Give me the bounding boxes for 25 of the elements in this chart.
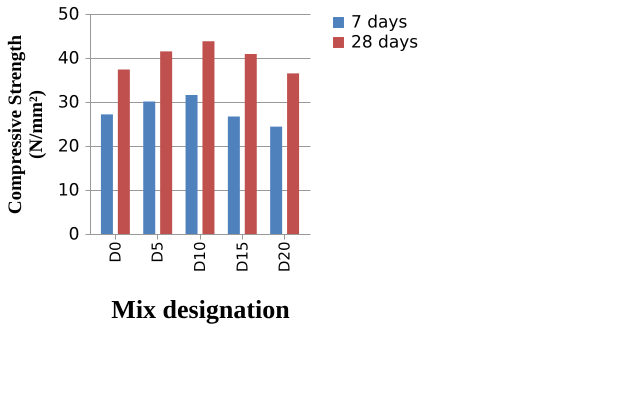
y-tick-label: 50 bbox=[58, 4, 80, 24]
bar bbox=[244, 54, 257, 234]
y-tick-label: 40 bbox=[58, 48, 80, 68]
y-tick-label: 10 bbox=[58, 180, 80, 200]
bar bbox=[228, 116, 240, 234]
y-axis-title: Compressive Strength (N/mm²) bbox=[4, 34, 47, 214]
y-tick-label: 0 bbox=[68, 224, 80, 244]
x-tick-label: D20 bbox=[276, 242, 294, 272]
x-tick-label: D5 bbox=[148, 242, 167, 263]
x-tick-label: D10 bbox=[191, 242, 209, 272]
bar bbox=[118, 69, 130, 234]
bar bbox=[287, 73, 300, 234]
bar bbox=[186, 94, 198, 234]
bar bbox=[202, 41, 214, 234]
legend-label: 28 days bbox=[351, 32, 418, 52]
x-tick-label: D0 bbox=[106, 242, 124, 263]
x-axis-title: Mix designation bbox=[111, 295, 290, 324]
bar bbox=[100, 114, 113, 234]
y-tick-label: 30 bbox=[58, 92, 80, 112]
bar bbox=[270, 126, 282, 234]
bar bbox=[143, 102, 156, 234]
bar bbox=[160, 51, 172, 234]
legend-label: 7 days bbox=[351, 12, 408, 32]
y-tick-label: 20 bbox=[58, 136, 80, 156]
x-tick-label: D15 bbox=[233, 242, 252, 272]
